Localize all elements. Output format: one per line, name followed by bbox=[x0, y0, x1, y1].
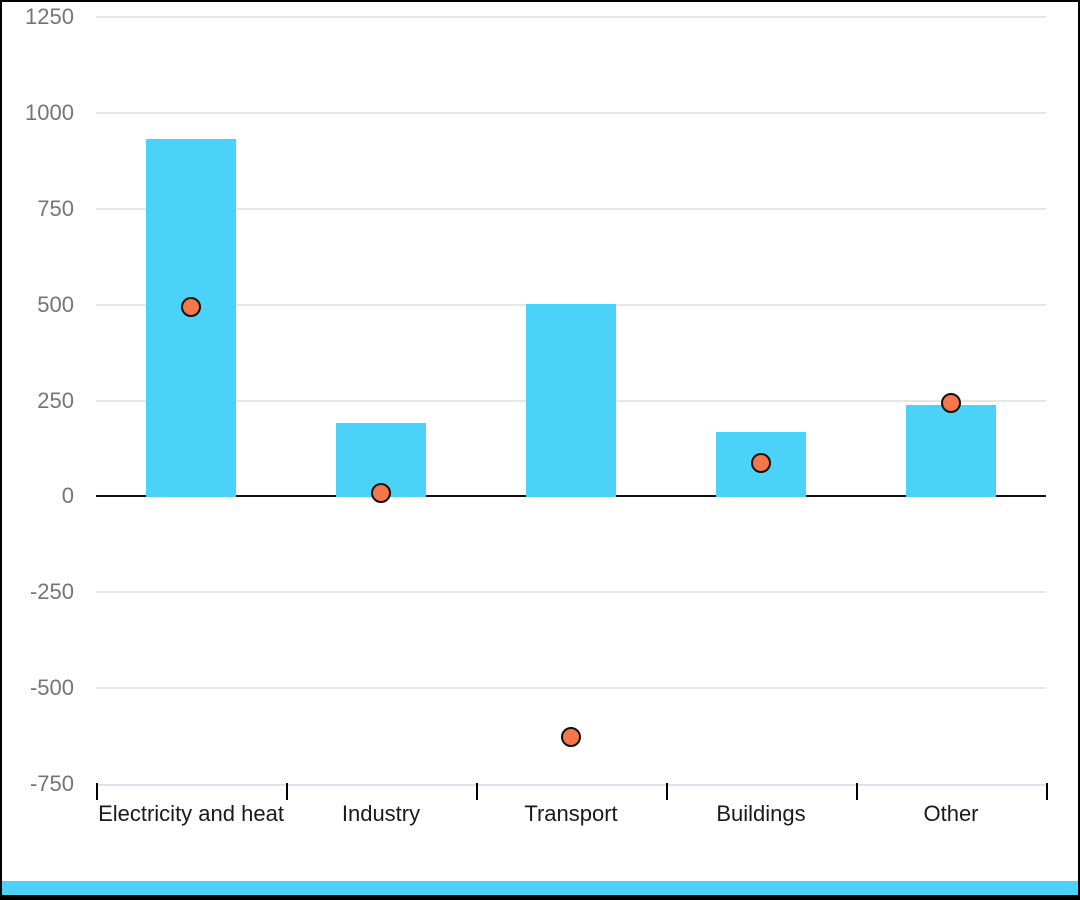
gridline-1000 bbox=[96, 111, 1046, 114]
category-label-industry: Industry bbox=[341, 801, 421, 826]
dot-other bbox=[941, 393, 961, 414]
y-axis-tick-label: 500 bbox=[37, 291, 74, 317]
y-axis-tick-label: 1000 bbox=[25, 99, 74, 125]
bottom-cyan-strip bbox=[2, 881, 1078, 895]
x-axis-line bbox=[96, 784, 1046, 786]
dot-transport bbox=[561, 726, 581, 747]
gridline--500 bbox=[96, 687, 1046, 690]
category-label-transport: Transport bbox=[524, 801, 618, 826]
bar-electricity-and-heat bbox=[146, 138, 236, 498]
dot-electricity-and-heat bbox=[181, 297, 201, 318]
dot-industry bbox=[371, 483, 391, 504]
y-axis-tick-label: 750 bbox=[37, 195, 74, 221]
y-axis-tick-label: -250 bbox=[29, 579, 74, 605]
x-axis-tick bbox=[476, 783, 478, 800]
y-axis-tick-label: 0 bbox=[61, 483, 74, 509]
y-axis-tick-label: -750 bbox=[29, 771, 74, 796]
y-axis-tick-label: 1250 bbox=[25, 4, 74, 29]
dot-buildings bbox=[751, 452, 771, 473]
bar-transport bbox=[526, 303, 616, 498]
gridline--250 bbox=[96, 591, 1046, 594]
x-axis-tick bbox=[856, 783, 858, 800]
bar-other bbox=[906, 405, 996, 498]
y-axis-tick-label: -500 bbox=[29, 675, 74, 701]
y-axis-tick-label: 250 bbox=[37, 387, 74, 413]
category-label-electricity-and-heat: Electricity and heat bbox=[98, 801, 284, 826]
category-label-other: Other bbox=[923, 801, 979, 826]
gridline-750 bbox=[96, 207, 1046, 210]
x-axis-tick bbox=[96, 783, 98, 800]
category-label-buildings: Buildings bbox=[716, 801, 806, 826]
x-axis-tick bbox=[666, 783, 668, 800]
gridline-1250 bbox=[96, 16, 1046, 18]
x-axis-tick bbox=[286, 783, 288, 800]
x-axis-tick bbox=[1046, 783, 1048, 800]
